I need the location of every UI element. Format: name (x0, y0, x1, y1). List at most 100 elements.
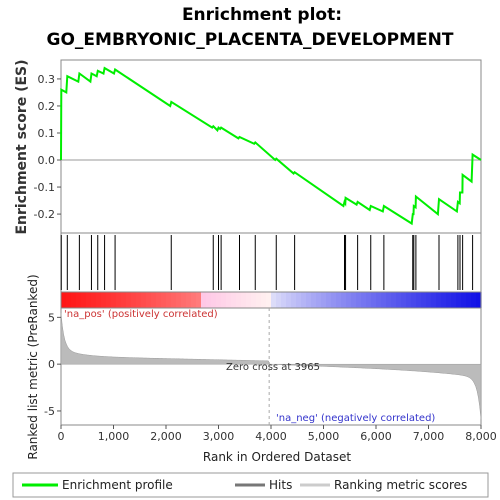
band-segment (131, 292, 137, 308)
band-segment (281, 292, 287, 308)
band-segment (446, 292, 452, 308)
band-segment (371, 292, 377, 308)
band-segment (316, 292, 322, 308)
zero-cross-label: Zero cross at 3965 (226, 362, 320, 373)
band-segment (431, 292, 437, 308)
x-tick-label: 6,000 (360, 430, 392, 443)
band-segment (201, 292, 207, 308)
band-segment (461, 292, 467, 308)
band-segment (261, 292, 267, 308)
band-segment (166, 292, 172, 308)
ranking-metric-area (60, 313, 482, 420)
band-segment (101, 292, 107, 308)
x-axis: 0 1,000 2,000 3,000 4,000 5,000 6,000 7,000 8,00… (58, 425, 497, 443)
x-tick-label: 2,000 (150, 430, 182, 443)
band-segment (471, 292, 477, 308)
band-segment (456, 292, 462, 308)
legend-hits-label: Hits (269, 478, 292, 492)
es-tick-label: -0.2 (34, 208, 55, 221)
band-segment (206, 292, 212, 308)
band-segment (171, 292, 177, 308)
band-segment (451, 292, 457, 308)
band-segment (211, 292, 217, 308)
band-segment (106, 292, 112, 308)
x-tick-label: 7,000 (413, 430, 445, 443)
enrichment-profile-line (60, 66, 482, 226)
band-segment (251, 292, 257, 308)
band-segment (66, 292, 72, 308)
band-segment (386, 292, 392, 308)
band-segment (346, 292, 352, 308)
band-segment (286, 292, 292, 308)
band-segment (136, 292, 142, 308)
band-segment (441, 292, 447, 308)
band-segment (186, 292, 192, 308)
band-segment (376, 292, 382, 308)
band-segment (161, 292, 167, 308)
band-segment (411, 292, 417, 308)
band-segment (96, 292, 102, 308)
band-segment (151, 292, 157, 308)
band-segment (341, 292, 347, 308)
band-segment (356, 292, 362, 308)
rank-color-band (60, 291, 482, 309)
band-segment (366, 292, 372, 308)
band-segment (191, 292, 197, 308)
band-segment (311, 292, 317, 308)
metric-tick-label: 5 (48, 311, 55, 324)
band-segment (236, 292, 242, 308)
band-segment (71, 292, 77, 308)
band-segment (416, 292, 422, 308)
band-segment (331, 292, 337, 308)
es-axis: -0.2 -0.1 0.0 0.1 0.2 0.3 (34, 73, 61, 221)
band-segment (276, 292, 282, 308)
band-segment (181, 292, 187, 308)
band-segment (196, 292, 202, 308)
es-tick-label: 0.2 (38, 100, 56, 113)
band-segment (156, 292, 162, 308)
x-axis-label: Rank in Ordered Dataset (203, 450, 351, 464)
x-tick-label: 3,000 (203, 430, 235, 443)
band-segment (221, 292, 227, 308)
band-segment (241, 292, 247, 308)
band-segment (421, 292, 427, 308)
x-tick-label: 5,000 (308, 430, 340, 443)
band-segment (266, 292, 272, 308)
band-segment (301, 292, 307, 308)
band-segment (146, 292, 152, 308)
band-segment (401, 292, 407, 308)
band-segment (256, 292, 262, 308)
band-segment (426, 292, 432, 308)
band-segment (476, 292, 482, 308)
band-segment (81, 292, 87, 308)
band-segment (436, 292, 442, 308)
x-tick-label: 0 (58, 430, 65, 443)
band-segment (396, 292, 402, 308)
band-segment (381, 292, 387, 308)
legend-enrichment-label: Enrichment profile (62, 478, 173, 492)
legend-metric-label: Ranking metric scores (334, 478, 467, 492)
band-segment (326, 292, 332, 308)
metric-axis-label: Ranked list metric (PreRanked) (26, 274, 40, 459)
band-segment (466, 292, 472, 308)
band-segment (61, 292, 67, 308)
x-tick-label: 4,000 (255, 430, 287, 443)
band-segment (291, 292, 297, 308)
band-segment (216, 292, 222, 308)
metric-axis: -5 0 5 (44, 311, 61, 418)
band-segment (361, 292, 367, 308)
title-line1: Enrichment plot: (182, 5, 342, 25)
x-tick-label: 1,000 (98, 430, 130, 443)
es-tick-label: 0.1 (38, 127, 56, 140)
title-line2: GO_EMBRYONIC_PLACENTA_DEVELOPMENT (47, 30, 454, 50)
hits-panel (60, 232, 482, 293)
neg-label: 'na_neg' (negatively correlated) (276, 413, 435, 424)
band-segment (126, 292, 132, 308)
band-segment (176, 292, 182, 308)
es-tick-label: 0.3 (38, 73, 56, 86)
hits-group (60, 235, 474, 290)
es-axis-label: Enrichment score (ES) (14, 59, 30, 234)
band-segment (391, 292, 397, 308)
band-segment (86, 292, 92, 308)
band-segment (271, 292, 277, 308)
